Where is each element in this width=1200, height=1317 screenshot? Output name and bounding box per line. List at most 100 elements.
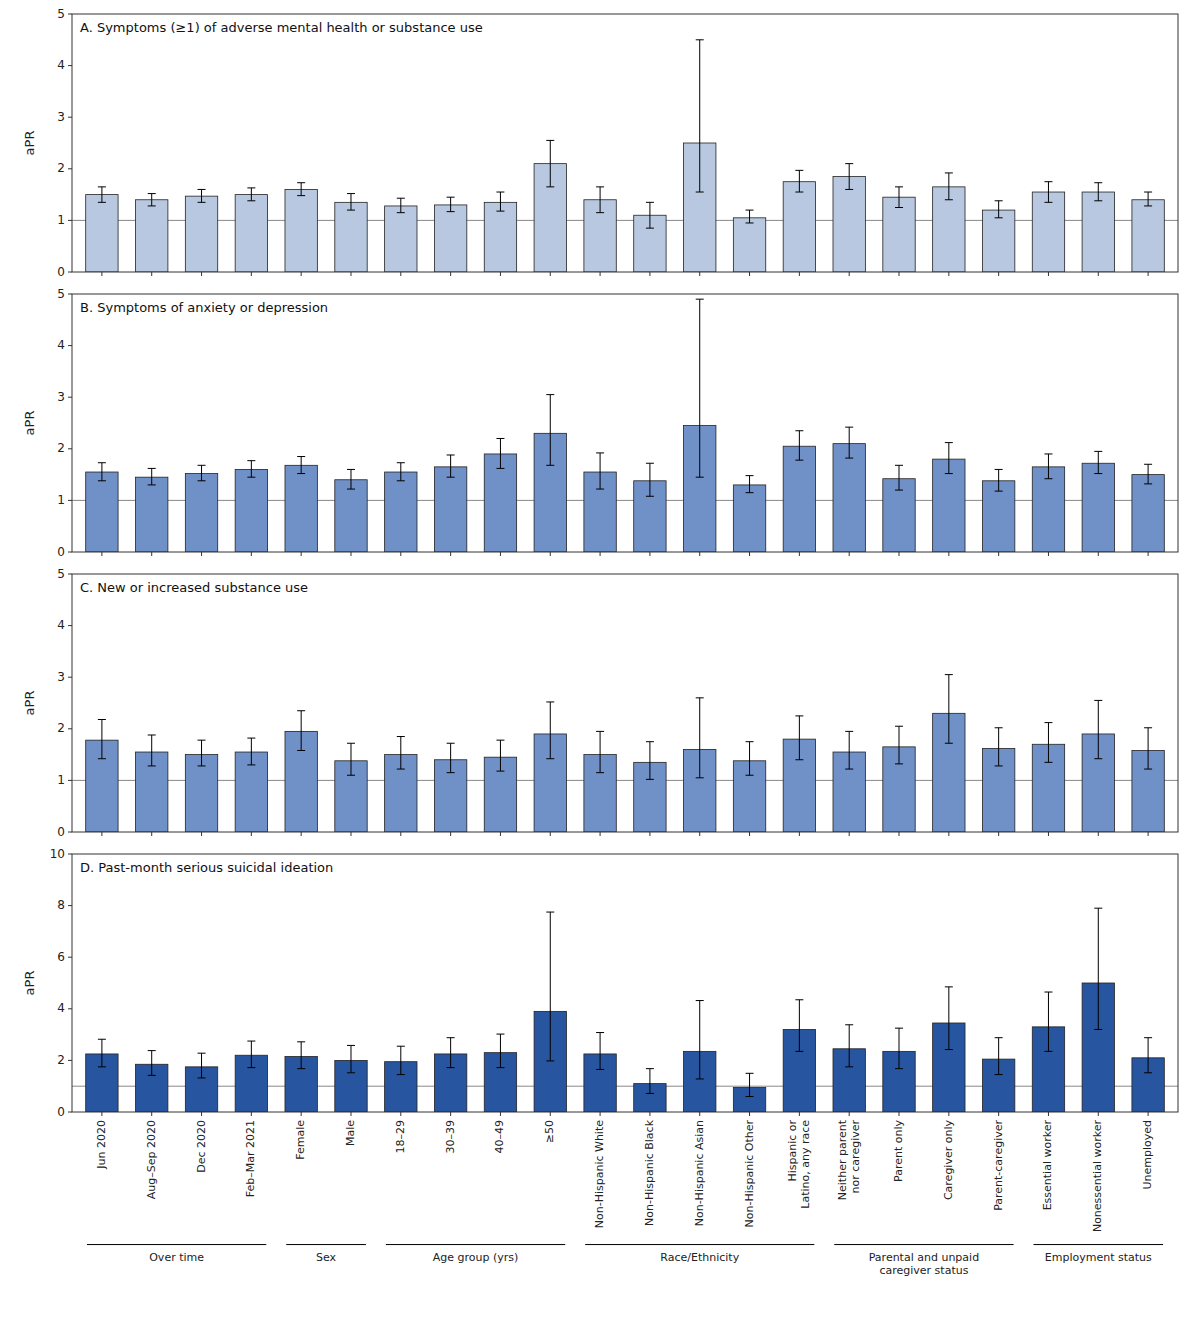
error-bar-cap <box>198 189 206 190</box>
error-bar-cap <box>496 771 504 772</box>
y-tick <box>68 552 72 553</box>
error-bar-cap <box>1044 762 1052 763</box>
error-bar-stem <box>450 743 451 772</box>
error-bar-cap <box>696 192 704 193</box>
x-tick <box>899 1112 900 1116</box>
error-bar-stem <box>500 1034 501 1068</box>
error-bar-cap <box>347 469 355 470</box>
x-tick <box>799 1112 800 1116</box>
group-label: Parental and unpaidcaregiver status <box>869 1251 979 1277</box>
y-axis-label: aPR <box>22 691 37 716</box>
y-tick <box>68 574 72 575</box>
y-tick <box>68 294 72 295</box>
y-tick-label: 3 <box>57 670 65 684</box>
x-tick <box>849 832 850 836</box>
error-bar-cap <box>247 477 255 478</box>
error-bar-stem <box>1048 723 1049 763</box>
y-tick-label: 1 <box>57 213 65 227</box>
x-tick <box>500 272 501 276</box>
error-bar-stem <box>998 1038 999 1075</box>
error-bar <box>347 469 355 489</box>
error-bar <box>746 210 754 223</box>
error-bar-cap <box>596 452 604 453</box>
error-bar-stem <box>101 187 102 202</box>
error-bar-cap <box>845 458 853 459</box>
error-bar-stem <box>201 189 202 202</box>
error-bar-cap <box>98 719 106 720</box>
y-tick <box>68 397 72 398</box>
error-bar-cap <box>496 211 504 212</box>
error-bar-stem <box>500 192 501 211</box>
error-bar-cap <box>1044 202 1052 203</box>
x-tick <box>600 832 601 836</box>
error-bar-cap <box>198 740 206 741</box>
panel-title: A. Symptoms (≥1) of adverse mental healt… <box>80 20 483 35</box>
error-bar <box>895 726 903 764</box>
error-bar-cap <box>646 779 654 780</box>
error-bar-cap <box>397 480 405 481</box>
group-label: Age group (yrs) <box>433 1251 519 1264</box>
error-bar-cap <box>247 200 255 201</box>
x-tick <box>350 1112 351 1116</box>
error-bar-cap <box>496 1067 504 1068</box>
x-tick <box>550 832 551 836</box>
x-tick <box>799 552 800 556</box>
x-tick-label: Neither parentnor caregiver <box>836 1119 862 1200</box>
error-bar-stem <box>699 40 700 192</box>
x-tick <box>251 1112 252 1116</box>
error-bar-stem <box>799 716 800 760</box>
group-bracket <box>87 1244 266 1245</box>
x-tick-label: Parent-caregiver <box>992 1120 1005 1211</box>
error-bar-cap <box>895 207 903 208</box>
error-bar-cap <box>795 1051 803 1052</box>
x-tick-label: Non-Hispanic Black <box>643 1119 656 1226</box>
x-tick <box>450 272 451 276</box>
error-bar-cap <box>546 140 554 141</box>
error-bar-cap <box>696 477 704 478</box>
error-bar-cap <box>696 299 704 300</box>
error-bar-cap <box>347 743 355 744</box>
x-tick <box>151 1112 152 1116</box>
error-bar <box>496 1034 504 1068</box>
y-tick-label: 4 <box>57 58 65 72</box>
bar <box>733 485 765 552</box>
error-bar-cap <box>945 442 953 443</box>
error-bar-stem <box>251 188 252 201</box>
x-tick <box>600 552 601 556</box>
x-tick-label: Aug–Sep 2020 <box>145 1120 158 1199</box>
text-line: Race/Ethnicity <box>660 1251 739 1264</box>
error-bar <box>546 912 554 1061</box>
error-bar-cap <box>596 731 604 732</box>
error-bar <box>1094 700 1102 758</box>
error-bar <box>397 737 405 770</box>
plot-area <box>72 294 1178 552</box>
bar <box>86 195 118 272</box>
error-bar <box>148 194 156 206</box>
error-bar <box>1094 183 1102 201</box>
error-bar-stem <box>450 455 451 477</box>
x-tick <box>948 272 949 276</box>
x-tick <box>151 272 152 276</box>
text-line: Female <box>294 1120 307 1160</box>
y-tick-label: 2 <box>57 721 65 735</box>
error-bar <box>696 40 704 192</box>
error-bar-cap <box>546 758 554 759</box>
y-tick-label: 2 <box>57 161 65 175</box>
error-bar-cap <box>1094 200 1102 201</box>
x-tick <box>101 832 102 836</box>
error-bar <box>546 395 554 466</box>
x-tick <box>998 832 999 836</box>
x-tick <box>749 1112 750 1116</box>
text-line: Unemployed <box>1141 1120 1154 1190</box>
x-tick-label: Non-Hispanic White <box>593 1120 606 1228</box>
error-bar <box>795 1000 803 1052</box>
y-tick-label: 6 <box>57 950 65 964</box>
error-bar-stem <box>600 731 601 772</box>
x-tick <box>101 272 102 276</box>
error-bar-cap <box>297 182 305 183</box>
error-bar-cap <box>297 1041 305 1042</box>
error-bar-cap <box>297 710 305 711</box>
y-tick <box>68 500 72 501</box>
error-bar-cap <box>1094 1029 1102 1030</box>
error-bar-cap <box>496 1034 504 1035</box>
